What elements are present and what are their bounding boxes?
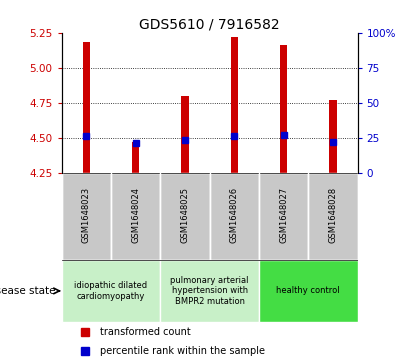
Bar: [308, 173, 358, 260]
Bar: [231, 37, 238, 173]
Text: pulmonary arterial
hypertension with
BMPR2 mutation: pulmonary arterial hypertension with BMP…: [171, 276, 249, 306]
Bar: [259, 260, 358, 322]
Text: disease state: disease state: [0, 286, 56, 296]
Bar: [210, 173, 259, 260]
Title: GDS5610 / 7916582: GDS5610 / 7916582: [139, 17, 280, 32]
Bar: [111, 173, 160, 260]
Text: GSM1648028: GSM1648028: [328, 187, 337, 242]
Bar: [259, 173, 308, 260]
Text: GSM1648024: GSM1648024: [131, 187, 140, 242]
Bar: [62, 260, 160, 322]
Text: idiopathic dilated
cardiomyopathy: idiopathic dilated cardiomyopathy: [74, 281, 148, 301]
Bar: [62, 173, 111, 260]
Text: percentile rank within the sample: percentile rank within the sample: [100, 346, 265, 356]
Bar: [280, 45, 287, 173]
Bar: [83, 42, 90, 173]
Bar: [132, 142, 139, 173]
Bar: [160, 260, 259, 322]
Text: healthy control: healthy control: [277, 286, 340, 295]
Bar: [181, 96, 189, 173]
Bar: [160, 173, 210, 260]
Text: GSM1648026: GSM1648026: [230, 187, 239, 242]
Text: GSM1648023: GSM1648023: [82, 187, 91, 242]
Bar: [329, 100, 337, 173]
Text: GSM1648025: GSM1648025: [180, 187, 189, 242]
Text: GSM1648027: GSM1648027: [279, 187, 288, 242]
Text: transformed count: transformed count: [100, 327, 191, 338]
